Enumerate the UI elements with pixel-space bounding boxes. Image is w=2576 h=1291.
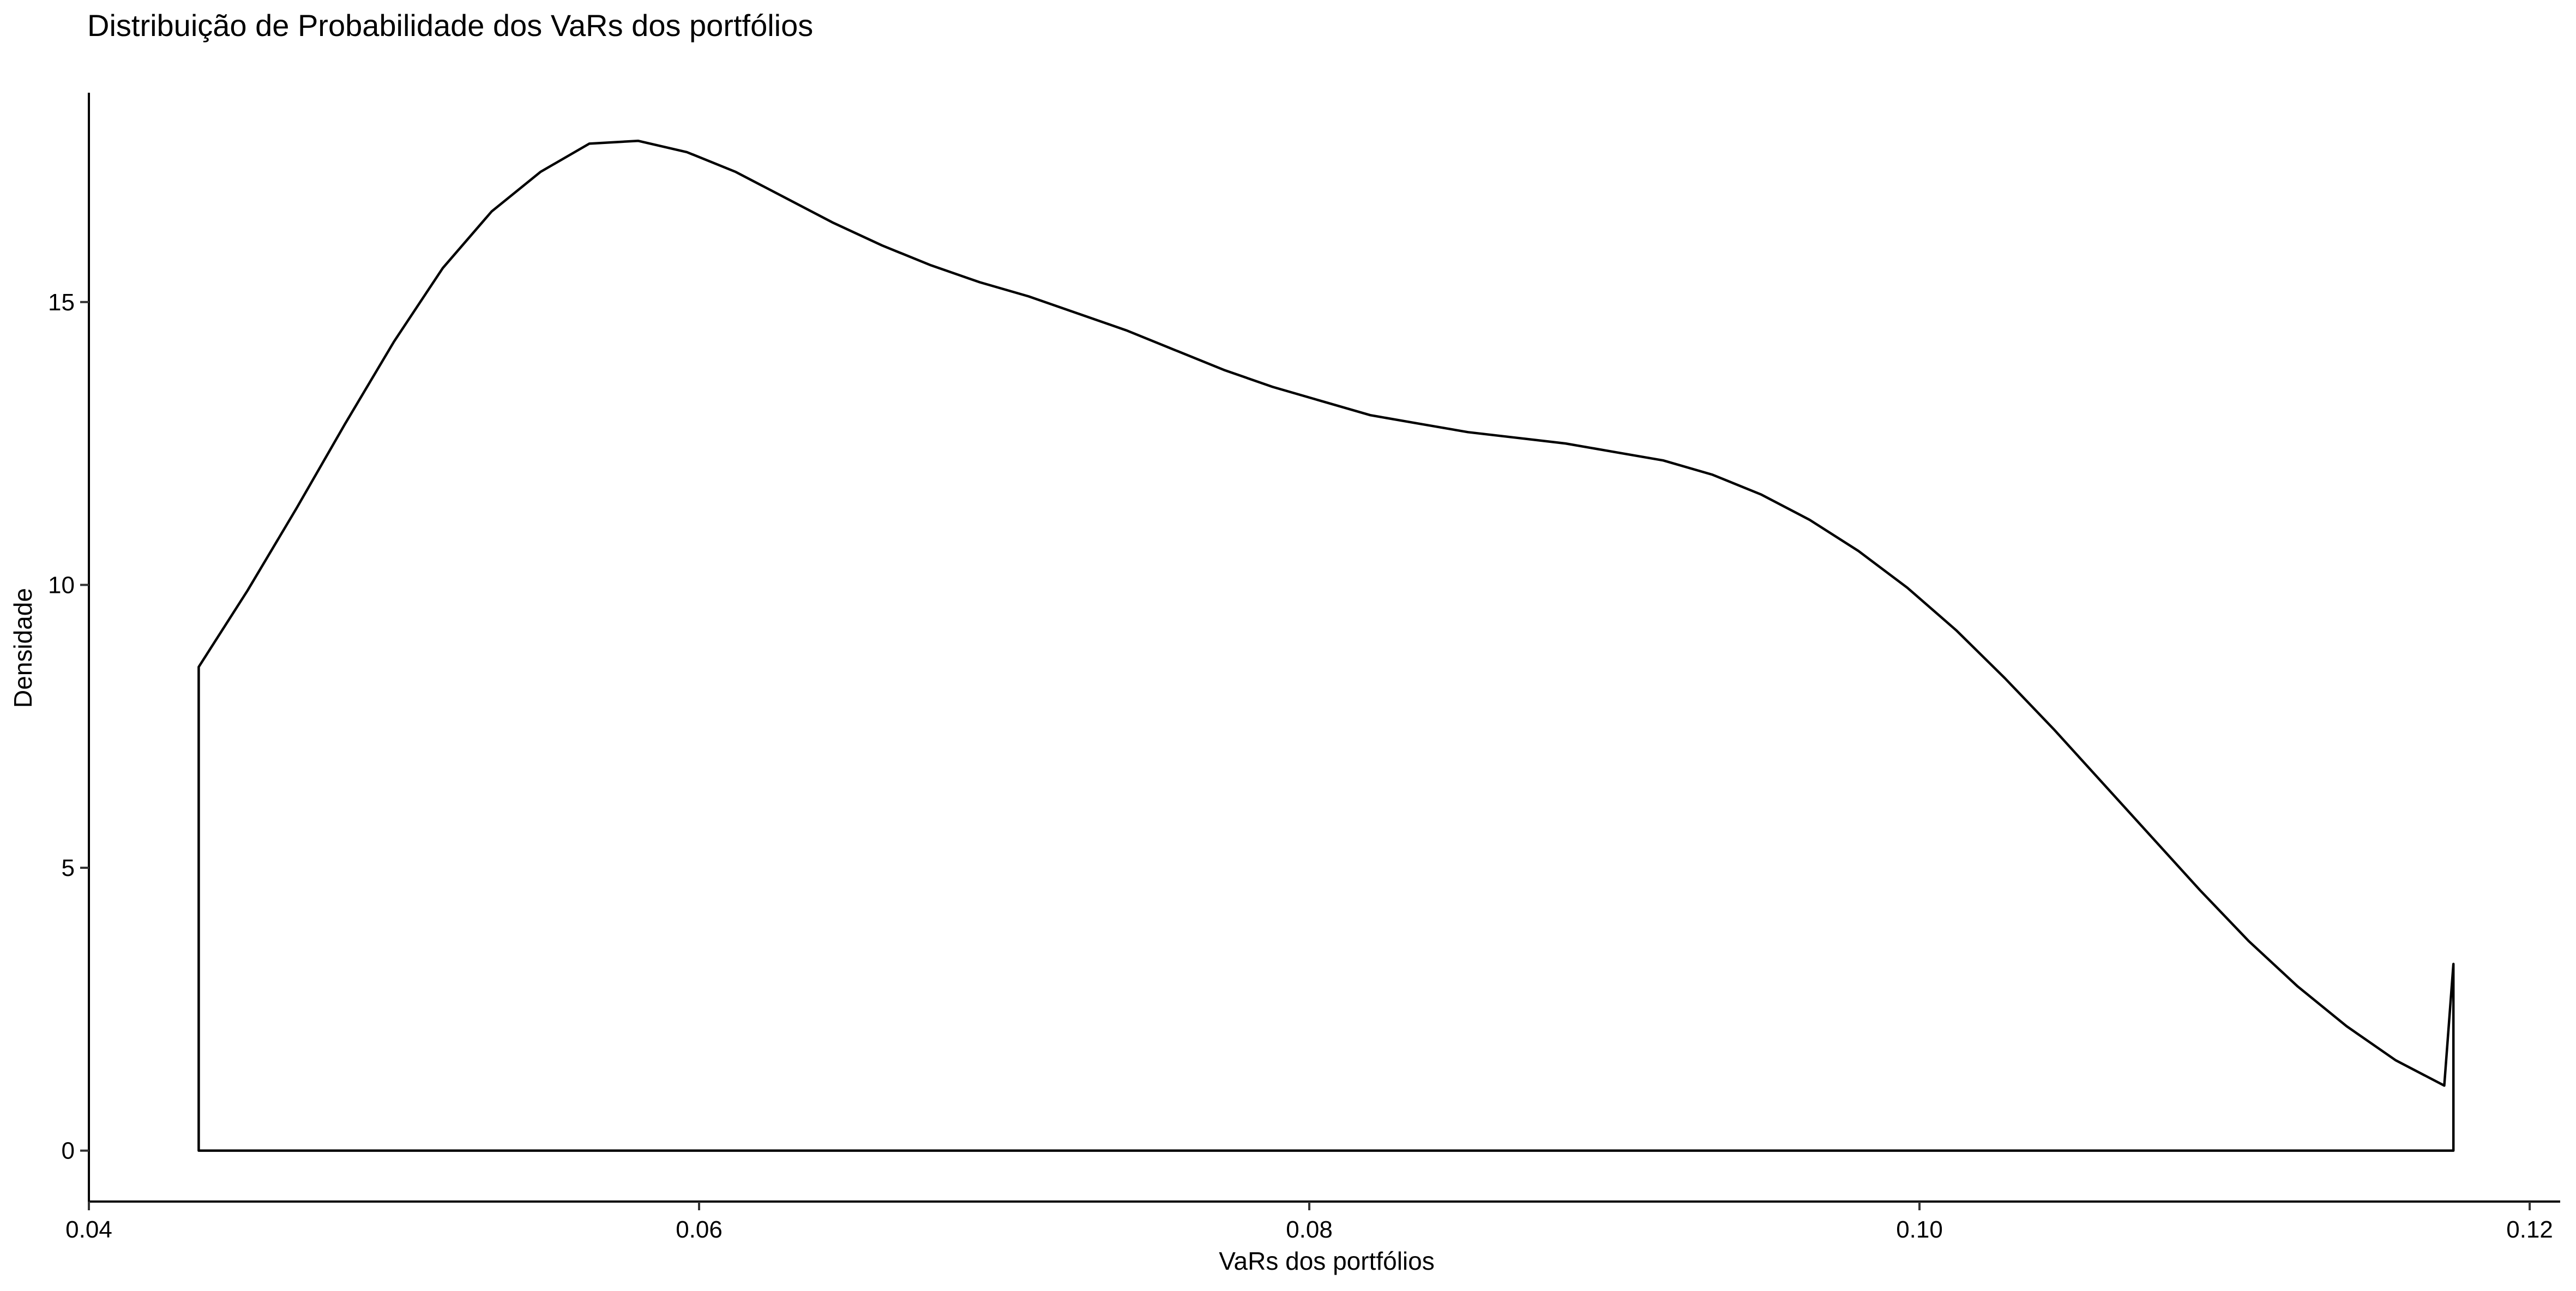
axes: 0.04 0.06 0.08 0.10 0.12 0 5 10 15 [48,93,2560,1243]
y-tick-label: 5 [62,855,75,881]
x-tick-label: 0.06 [676,1216,723,1243]
chart-title: Distribuição de Probabilidade dos VaRs d… [87,8,813,43]
y-tick-label: 10 [48,572,75,598]
x-axis-title: VaRs dos portfólios [1219,1247,1434,1275]
y-axis-title: Densidade [9,588,37,708]
x-tick-label: 0.12 [2506,1216,2553,1243]
x-tick-label: 0.08 [1286,1216,1333,1243]
y-tick-label: 0 [62,1138,75,1164]
density-curve-0 [197,139,2455,1152]
x-tick-label: 0.10 [1896,1216,1943,1243]
y-tick-label: 15 [48,289,75,316]
x-tick-label: 0.04 [65,1216,112,1243]
plot-area [197,139,2455,1152]
